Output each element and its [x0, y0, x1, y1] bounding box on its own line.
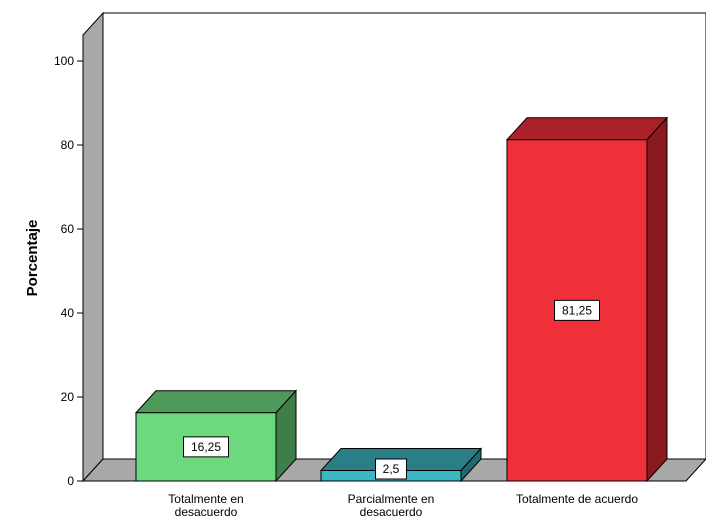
data-label-box — [375, 458, 407, 480]
x-category-label-line: Parcialmente en — [348, 492, 435, 506]
y-axis: 0 20 40 60 80 100 — [54, 35, 84, 488]
y-axis-title: Porcentaje — [24, 220, 41, 297]
data-label-text: 16,25 — [191, 440, 221, 454]
x-category-label: Totalmente en desacuerdo — [168, 492, 243, 519]
bar-top-face — [134, 390, 298, 414]
bar-front-face — [135, 412, 277, 482]
data-label-box — [183, 436, 229, 458]
bars: 16,25 2,5 81,25 — [134, 116, 669, 483]
x-category-label-line: Totalmente en — [168, 492, 243, 506]
bar: 16,25 — [134, 389, 298, 483]
y-tick-label: 20 — [61, 390, 75, 404]
y-tick-label: 60 — [61, 222, 75, 236]
data-label-text: 81,25 — [562, 303, 592, 317]
data-label-text: 2,5 — [383, 462, 400, 476]
x-category-label-line: desacuerdo — [360, 505, 423, 519]
y-tick-label: 80 — [61, 138, 75, 152]
bar-top-face — [505, 117, 669, 141]
x-category-label-line: desacuerdo — [175, 505, 238, 519]
data-label: 16,25 — [183, 436, 229, 458]
x-category-label-line: Totalmente de acuerdo — [516, 492, 638, 506]
bar: 2,5 — [319, 447, 483, 483]
y-tick-label: 0 — [67, 474, 74, 488]
data-label: 81,25 — [554, 299, 600, 321]
x-category-label: Parcialmente en desacuerdo — [348, 492, 435, 519]
x-category-label: Totalmente de acuerdo — [516, 492, 638, 506]
y-tick-label: 100 — [54, 54, 74, 68]
y-tick-label: 40 — [61, 306, 75, 320]
data-label-box — [554, 299, 600, 321]
left-wall — [82, 11, 104, 483]
data-label: 2,5 — [375, 458, 407, 480]
bar: 81,25 — [505, 116, 669, 483]
bar-side-face — [646, 116, 668, 483]
